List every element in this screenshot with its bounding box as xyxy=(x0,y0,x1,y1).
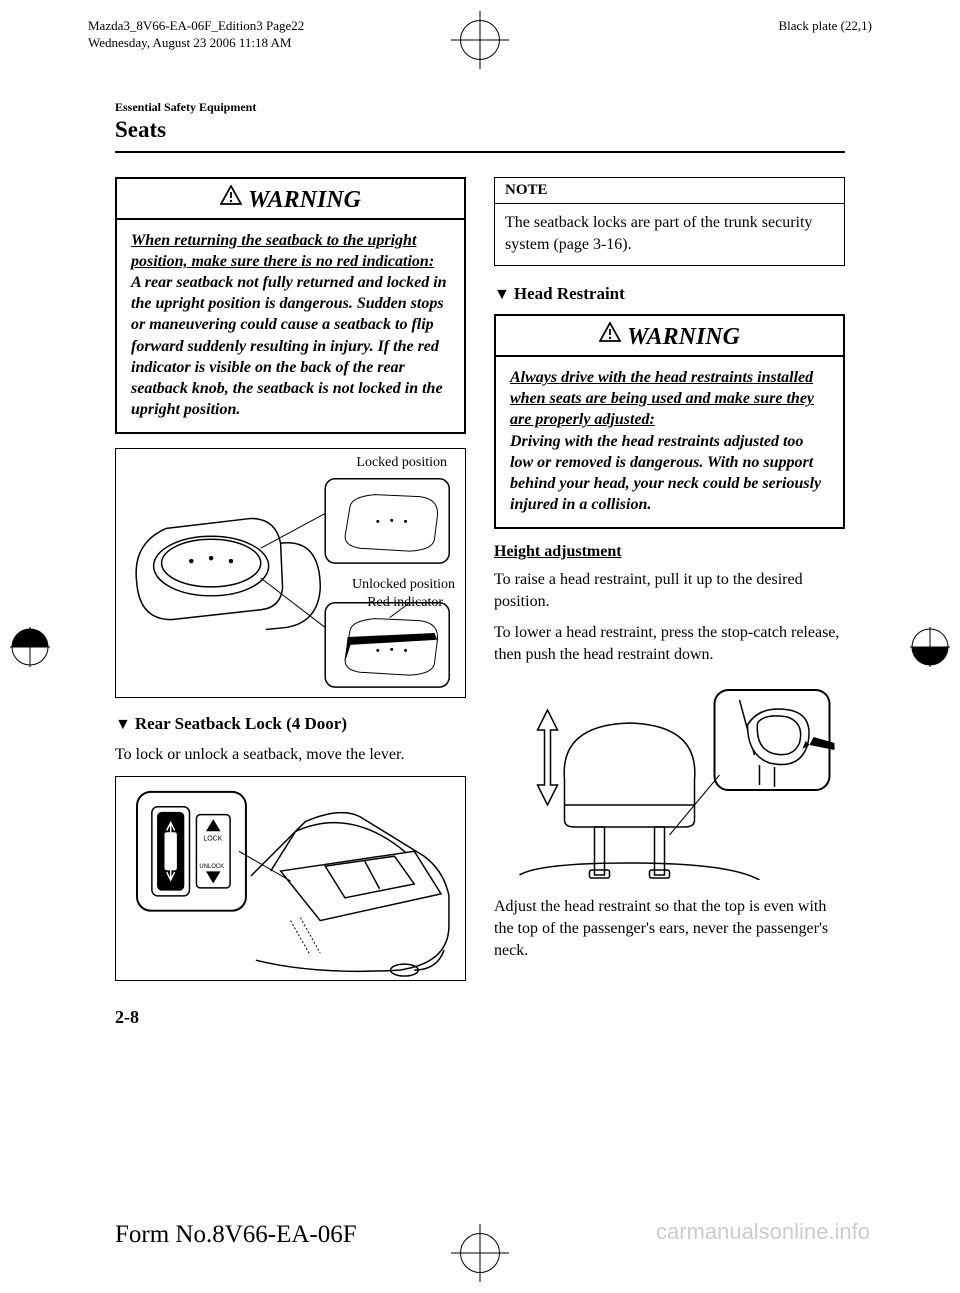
unlock-label: UNLOCK xyxy=(199,864,224,870)
right-column: NOTE The seatback locks are part of the … xyxy=(494,177,845,997)
warning-box-head-restraint: WARNING Always drive with the head restr… xyxy=(494,314,845,529)
subheading-text: Head Restraint xyxy=(514,284,625,303)
warning-text: Driving with the head restraints adjuste… xyxy=(510,433,821,513)
illustration-head-restraint xyxy=(494,675,845,880)
crop-mark-top xyxy=(460,20,500,60)
warning-title: WARNING xyxy=(496,316,843,357)
label-red-indicator: Red indicator xyxy=(367,595,443,611)
subheading-head-restraint: ▼Head Restraint xyxy=(494,284,845,304)
note-body: The seatback locks are part of the trunk… xyxy=(495,204,844,265)
doc-id: Mazda3_8V66-EA-06F_Edition3 Page22 xyxy=(88,18,304,35)
page-header: Essential Safety Equipment Seats xyxy=(115,100,845,143)
illustration-trunk-lever: LOCK UNLOCK xyxy=(115,776,466,981)
warning-icon xyxy=(220,185,242,212)
warning-label: WARNING xyxy=(248,187,361,213)
plate-info: Black plate (22,1) xyxy=(779,18,873,52)
lock-label: LOCK xyxy=(203,835,222,842)
rear-seatback-text: To lock or unlock a seatback, move the l… xyxy=(115,744,466,766)
warning-lead: Always drive with the head restraints in… xyxy=(510,369,814,428)
arrow-icon: ▼ xyxy=(115,716,131,733)
watermark: carmanualsonline.info xyxy=(656,1219,870,1245)
chapter-title: Essential Safety Equipment xyxy=(115,100,845,115)
arrow-icon: ▼ xyxy=(494,286,510,303)
crop-mark-right xyxy=(910,627,950,667)
two-column-layout: WARNING When returning the seatback to t… xyxy=(115,177,845,997)
page-content: Essential Safety Equipment Seats WARNING… xyxy=(115,100,845,1213)
note-title: NOTE xyxy=(495,178,844,204)
crop-mark-left xyxy=(10,627,50,667)
crop-mark-bottom xyxy=(460,1233,500,1273)
header-divider xyxy=(115,151,845,153)
illustration-seatback-knob: Locked position Unlocked position Red in… xyxy=(115,448,466,698)
warning-label: WARNING xyxy=(627,324,740,350)
subheading-text: Rear Seatback Lock (4 Door) xyxy=(135,714,347,733)
warning-text: A rear seatback not fully returned and l… xyxy=(131,274,447,418)
height-text-1: To raise a head restraint, pull it up to… xyxy=(494,569,845,612)
subheading-rear-seatback-lock: ▼Rear Seatback Lock (4 Door) xyxy=(115,714,466,734)
height-adjustment-heading: Height adjustment xyxy=(494,543,845,561)
warning-body: When returning the seatback to the uprig… xyxy=(117,220,464,432)
warning-body: Always drive with the head restraints in… xyxy=(496,357,843,527)
left-column: WARNING When returning the seatback to t… xyxy=(115,177,466,997)
page-number: 2-8 xyxy=(115,1007,845,1028)
warning-title: WARNING xyxy=(117,179,464,220)
print-date: Wednesday, August 23 2006 11:18 AM xyxy=(88,35,304,52)
note-box: NOTE The seatback locks are part of the … xyxy=(494,177,845,266)
adjust-text: Adjust the head restraint so that the to… xyxy=(494,896,845,961)
section-title: Seats xyxy=(115,117,845,143)
form-number: Form No.8V66-EA-06F xyxy=(115,1221,357,1249)
warning-icon xyxy=(599,322,621,349)
warning-lead: When returning the seatback to the uprig… xyxy=(131,232,434,270)
height-text-2: To lower a head restraint, press the sto… xyxy=(494,622,845,665)
label-locked: Locked position xyxy=(356,455,447,471)
label-unlocked: Unlocked position xyxy=(352,577,455,593)
warning-box-seatback: WARNING When returning the seatback to t… xyxy=(115,177,466,434)
